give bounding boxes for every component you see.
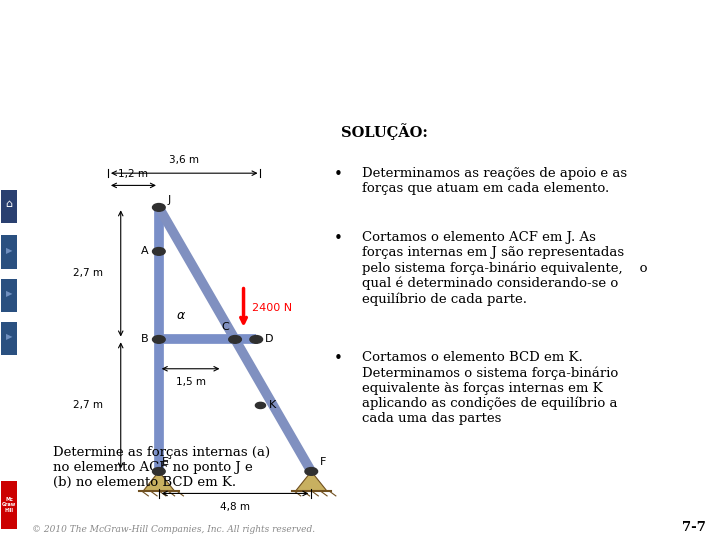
Text: 2400 N: 2400 N	[252, 302, 292, 313]
Circle shape	[250, 335, 263, 343]
Text: E: E	[162, 457, 169, 467]
Text: D: D	[265, 334, 273, 345]
Text: ⌂: ⌂	[6, 199, 12, 209]
Circle shape	[256, 402, 266, 409]
Text: Mc
Graw
Hill: Mc Graw Hill	[2, 497, 16, 513]
Text: ▶: ▶	[6, 246, 12, 254]
Text: A: A	[140, 246, 148, 256]
Text: ▶: ▶	[6, 332, 12, 341]
Text: F: F	[320, 457, 326, 467]
Text: Nona
Edição: Nona Edição	[4, 16, 14, 39]
Text: C: C	[222, 322, 230, 332]
Text: ▶: ▶	[6, 289, 12, 298]
Text: •: •	[334, 166, 343, 181]
Text: 3,6 m: 3,6 m	[169, 156, 199, 165]
Text: •: •	[334, 231, 343, 246]
Polygon shape	[143, 471, 174, 491]
Circle shape	[153, 335, 165, 343]
Text: B: B	[140, 334, 148, 345]
Polygon shape	[296, 471, 327, 491]
Text: Problema Resolvido 7.1: Problema Resolvido 7.1	[25, 84, 264, 102]
Text: Determinamos as reações de apoio e as
forças que atuam em cada elemento.: Determinamos as reações de apoio e as fo…	[362, 166, 627, 194]
Bar	[1, 322, 17, 355]
Text: SOLUÇÃO:: SOLUÇÃO:	[341, 124, 428, 140]
Text: J: J	[167, 195, 171, 205]
Bar	[1, 190, 17, 223]
Text: •: •	[334, 351, 343, 366]
Circle shape	[305, 468, 318, 475]
Text: Cortamos o elemento ACF em J. As
forças internas em J são representadas
pelo sis: Cortamos o elemento ACF em J. As forças …	[362, 231, 647, 306]
Text: 1,2 m: 1,2 m	[118, 169, 148, 179]
Circle shape	[153, 204, 165, 211]
Text: 1,5 m: 1,5 m	[176, 377, 206, 387]
Circle shape	[153, 468, 165, 475]
Text: 2,7 m: 2,7 m	[73, 268, 103, 279]
Bar	[1, 235, 17, 269]
Text: 4,8 m: 4,8 m	[220, 502, 250, 512]
Bar	[1, 279, 17, 312]
Text: © 2010 The McGraw-Hill Companies, Inc. All rights reserved.: © 2010 The McGraw-Hill Companies, Inc. A…	[32, 524, 315, 534]
Text: Mecânica Vetorial para Engenheiros: Estática: Mecânica Vetorial para Engenheiros: Está…	[25, 21, 700, 49]
Text: K: K	[269, 401, 276, 410]
Bar	[1, 481, 17, 529]
Text: α: α	[176, 309, 184, 322]
Text: 2,7 m: 2,7 m	[73, 401, 103, 410]
Circle shape	[229, 335, 241, 343]
Text: Determine as forças internas (a)
no elemento ACF no ponto J e
(b) no elemento BC: Determine as forças internas (a) no elem…	[53, 446, 270, 489]
Circle shape	[153, 247, 165, 255]
Text: 7-7: 7-7	[682, 521, 706, 534]
Text: Cortamos o elemento BCD em K.
Determinamos o sistema força-binário
equivalente à: Cortamos o elemento BCD em K. Determinam…	[362, 351, 618, 426]
